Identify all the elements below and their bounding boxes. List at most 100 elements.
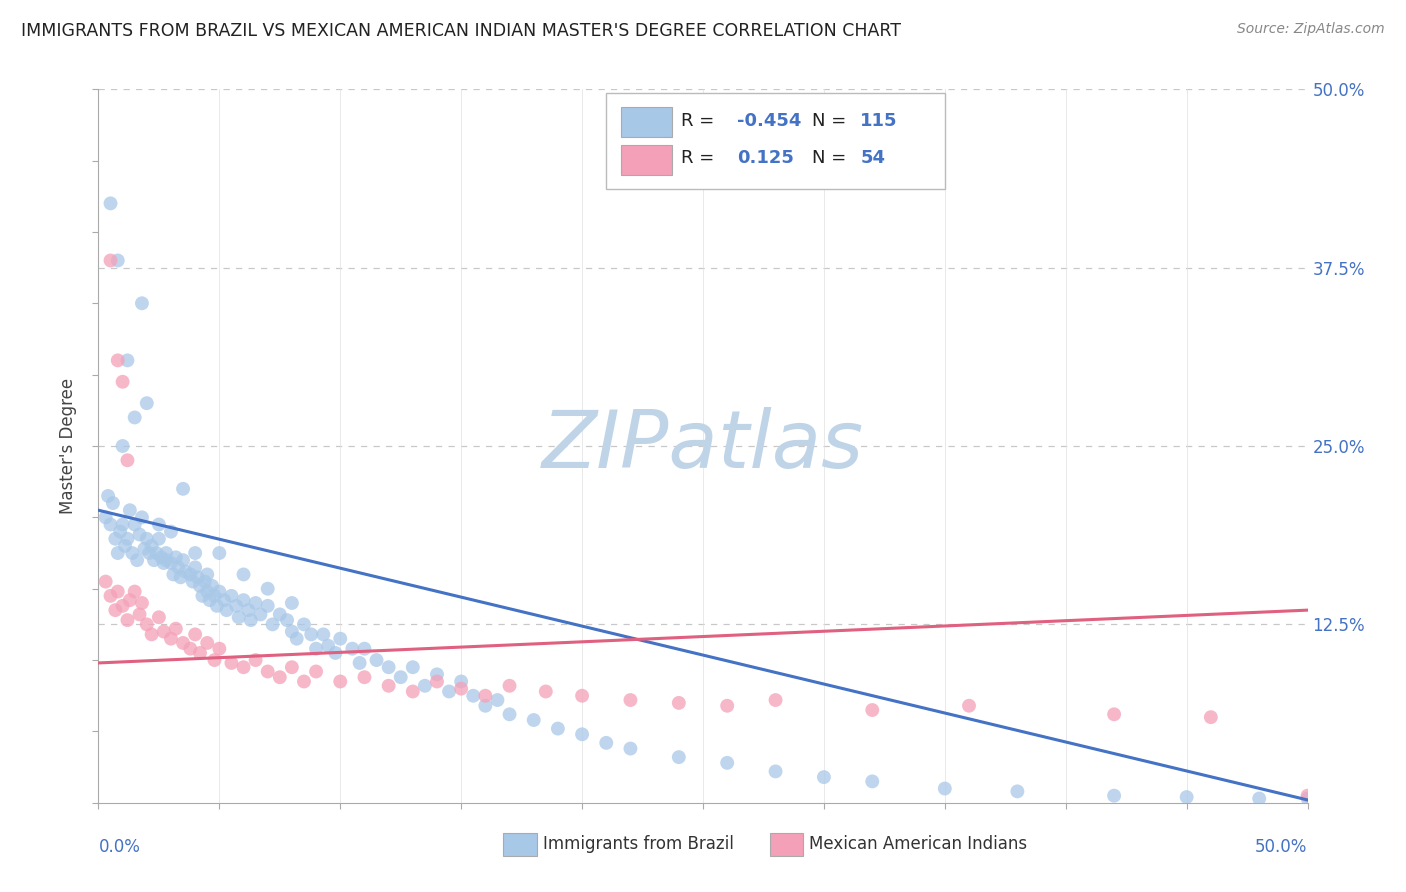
Point — [1007, 784, 1029, 798]
Point — [187, 570, 209, 584]
Point — [160, 632, 183, 646]
Point — [619, 693, 641, 707]
Point — [188, 579, 211, 593]
Point — [108, 524, 131, 539]
Point — [281, 624, 304, 639]
Point — [145, 546, 167, 560]
Point — [228, 610, 250, 624]
Point — [342, 641, 364, 656]
Point — [118, 503, 141, 517]
Point — [155, 546, 177, 560]
Point — [165, 622, 187, 636]
Point — [474, 698, 496, 713]
Point — [329, 632, 352, 646]
Point — [299, 627, 322, 641]
Point — [194, 574, 217, 589]
Point — [184, 627, 207, 641]
Point — [117, 453, 139, 467]
Point — [179, 641, 201, 656]
Text: IMMIGRANTS FROM BRAZIL VS MEXICAN AMERICAN INDIAN MASTER'S DEGREE CORRELATION CH: IMMIGRANTS FROM BRAZIL VS MEXICAN AMERIC… — [21, 22, 901, 40]
Point — [716, 756, 738, 770]
Point — [1175, 790, 1198, 805]
Point — [117, 353, 139, 368]
Point — [1199, 710, 1222, 724]
Point — [1296, 791, 1319, 805]
Point — [114, 539, 136, 553]
Point — [292, 617, 315, 632]
Point — [860, 774, 883, 789]
Point — [285, 632, 308, 646]
Point — [305, 665, 328, 679]
Point — [262, 617, 284, 632]
Point — [107, 584, 129, 599]
Point — [716, 698, 738, 713]
Point — [184, 560, 207, 574]
Point — [312, 627, 335, 641]
Point — [124, 517, 146, 532]
Point — [198, 593, 221, 607]
Text: N =: N = — [811, 150, 852, 168]
Point — [128, 527, 150, 541]
FancyBboxPatch shape — [606, 93, 945, 189]
Text: R =: R = — [682, 150, 720, 168]
Point — [450, 681, 472, 696]
Point — [292, 674, 315, 689]
Point — [191, 589, 214, 603]
Point — [134, 541, 156, 556]
Point — [1296, 789, 1319, 803]
Point — [238, 603, 260, 617]
Point — [124, 410, 146, 425]
Point — [165, 550, 187, 565]
Point — [97, 489, 120, 503]
Text: 115: 115 — [860, 112, 897, 130]
Point — [765, 764, 787, 779]
Point — [281, 660, 304, 674]
Point — [450, 674, 472, 689]
Point — [325, 646, 347, 660]
Point — [204, 653, 226, 667]
Point — [498, 679, 520, 693]
Point — [135, 617, 157, 632]
Point — [377, 679, 399, 693]
Point — [184, 546, 207, 560]
Point — [353, 670, 375, 684]
Point — [195, 636, 218, 650]
Point — [437, 684, 460, 698]
Point — [329, 674, 352, 689]
Point — [256, 582, 278, 596]
Text: 0.0%: 0.0% — [98, 838, 141, 856]
Point — [1249, 791, 1271, 805]
Point — [172, 636, 194, 650]
Point — [595, 736, 617, 750]
Point — [124, 584, 146, 599]
Point — [232, 593, 254, 607]
Point — [402, 684, 425, 698]
Point — [269, 670, 291, 684]
Point — [523, 713, 546, 727]
Text: 50.0%: 50.0% — [1256, 838, 1308, 856]
Point — [131, 596, 153, 610]
Point — [474, 689, 496, 703]
Point — [111, 375, 134, 389]
Y-axis label: Master's Degree: Master's Degree — [59, 378, 77, 514]
Point — [100, 253, 122, 268]
Point — [366, 653, 388, 667]
Point — [135, 396, 157, 410]
Point — [813, 770, 835, 784]
Point — [208, 641, 231, 656]
Point — [131, 296, 153, 310]
Point — [316, 639, 339, 653]
Point — [353, 641, 375, 656]
Point — [957, 698, 980, 713]
Bar — [769, 833, 803, 856]
Point — [668, 696, 690, 710]
Point — [181, 574, 204, 589]
Point — [117, 613, 139, 627]
Point — [232, 567, 254, 582]
Point — [111, 439, 134, 453]
Point — [389, 670, 412, 684]
Point — [152, 624, 174, 639]
Point — [765, 693, 787, 707]
Point — [1102, 789, 1125, 803]
Point — [100, 196, 122, 211]
